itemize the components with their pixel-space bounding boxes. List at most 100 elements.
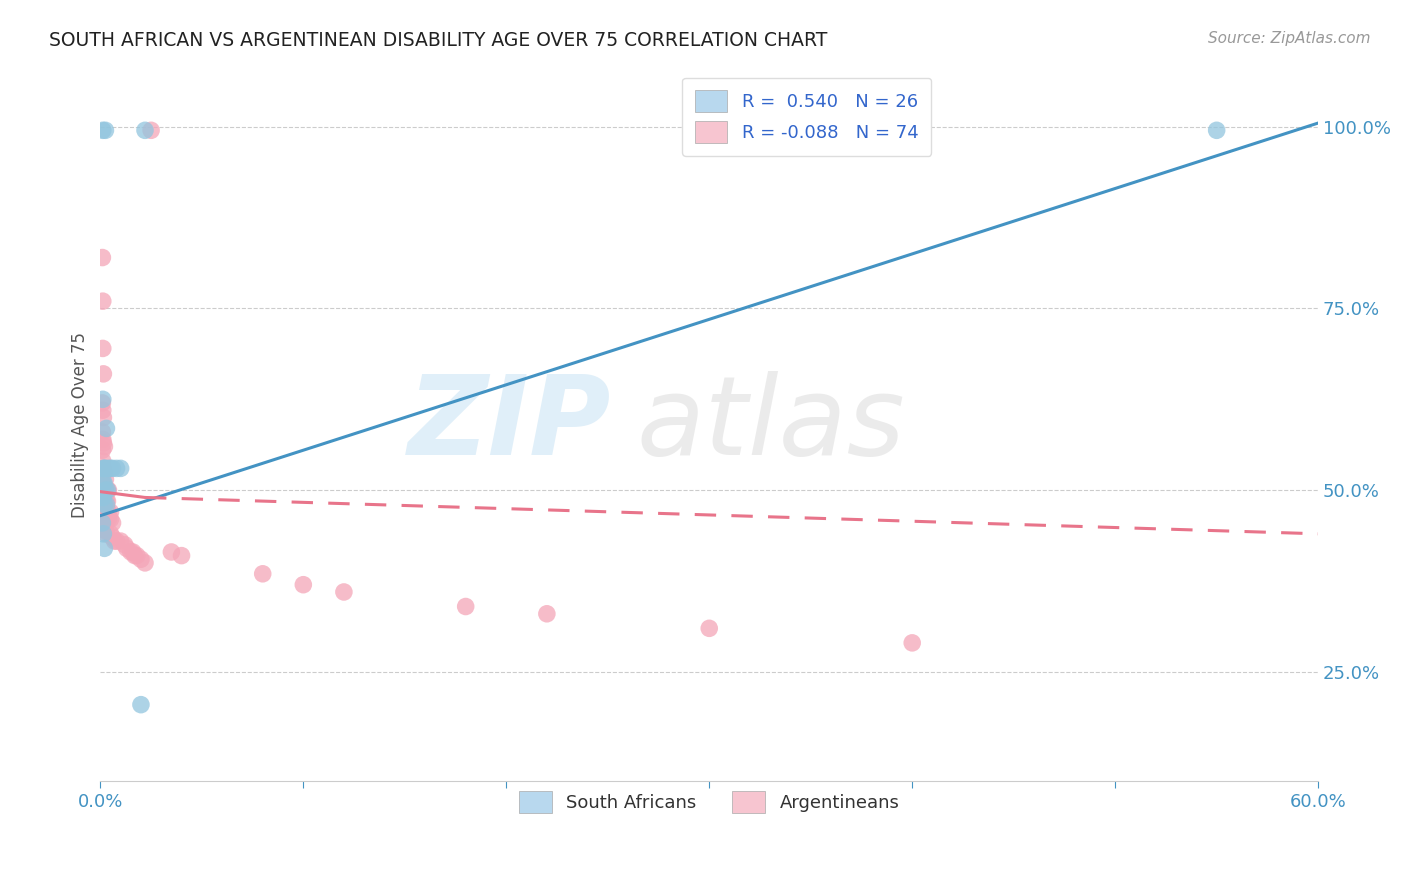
Point [91, 454, 114, 468]
Point [91, 475, 114, 490]
Point [93, 519, 115, 533]
Point [93, 461, 115, 475]
Point [91, 123, 114, 137]
Point [120, 545, 142, 559]
Point [100, 512, 122, 526]
Point [292, 577, 315, 591]
Point [110, 534, 132, 549]
Text: SOUTH AFRICAN VS ARGENTINEAN DISABILITY AGE OVER 75 CORRELATION CHART: SOUTH AFRICAN VS ARGENTINEAN DISABILITY … [49, 31, 828, 50]
Point [94, 123, 117, 137]
Point [101, 516, 124, 530]
Point [96, 498, 118, 512]
Point [93, 367, 115, 381]
Point [93, 461, 115, 475]
Point [93, 501, 115, 516]
Point [97, 505, 120, 519]
Point [93, 523, 115, 537]
Point [94, 483, 117, 498]
Point [94, 472, 117, 486]
Point [125, 549, 148, 563]
Point [110, 461, 132, 475]
Point [94, 491, 117, 505]
Point [100, 461, 122, 475]
Point [333, 585, 356, 599]
Point [93, 491, 115, 505]
Point [96, 494, 118, 508]
Point [100, 526, 122, 541]
Point [103, 534, 125, 549]
Point [96, 526, 118, 541]
Point [91, 392, 114, 407]
Point [91, 498, 114, 512]
Point [93, 491, 115, 505]
Point [91, 396, 114, 410]
Point [91, 491, 114, 505]
Point [97, 461, 120, 475]
Point [454, 599, 477, 614]
Point [93, 475, 115, 490]
Point [93, 461, 115, 475]
Point [94, 501, 117, 516]
Point [170, 549, 193, 563]
Point [536, 607, 558, 621]
Point [105, 534, 128, 549]
Point [101, 531, 124, 545]
Point [91, 403, 114, 417]
Point [93, 436, 115, 450]
Point [100, 505, 122, 519]
Point [96, 505, 118, 519]
Point [134, 556, 156, 570]
Point [96, 483, 118, 498]
Point [96, 494, 118, 508]
Point [93, 526, 115, 541]
Point [129, 698, 152, 712]
Point [91, 487, 114, 501]
Point [93, 410, 115, 425]
Point [91, 425, 114, 439]
Point [160, 545, 183, 559]
Point [93, 465, 115, 479]
Point [901, 636, 924, 650]
Point [96, 512, 118, 526]
Point [94, 512, 117, 526]
Point [91, 294, 114, 309]
Point [105, 461, 128, 475]
Point [1205, 123, 1227, 137]
Text: ZIP: ZIP [408, 371, 612, 478]
Point [124, 549, 146, 563]
Point [93, 498, 115, 512]
Text: atlas: atlas [636, 371, 905, 478]
Point [129, 552, 152, 566]
Point [101, 461, 124, 475]
Point [91, 508, 114, 523]
Point [697, 621, 720, 635]
Point [115, 541, 138, 556]
Point [91, 443, 114, 458]
Point [93, 479, 115, 493]
Point [96, 483, 118, 498]
Point [93, 440, 115, 454]
Point [96, 421, 118, 435]
Point [93, 498, 115, 512]
Point [91, 475, 114, 490]
Y-axis label: Disability Age Over 75: Disability Age Over 75 [72, 332, 89, 517]
Point [91, 342, 114, 356]
Legend: South Africans, Argentineans: South Africans, Argentineans [506, 778, 912, 825]
Point [91, 519, 114, 533]
Point [93, 479, 115, 493]
Point [94, 461, 117, 475]
Point [94, 523, 117, 537]
Point [94, 483, 117, 498]
Point [97, 483, 120, 498]
Point [93, 508, 115, 523]
Point [91, 475, 114, 490]
Point [121, 545, 143, 559]
Text: Source: ZipAtlas.com: Source: ZipAtlas.com [1208, 31, 1371, 46]
Point [134, 123, 156, 137]
Point [93, 491, 115, 505]
Point [93, 541, 115, 556]
Point [93, 508, 115, 523]
Point [91, 432, 114, 446]
Point [139, 123, 162, 137]
Point [97, 512, 120, 526]
